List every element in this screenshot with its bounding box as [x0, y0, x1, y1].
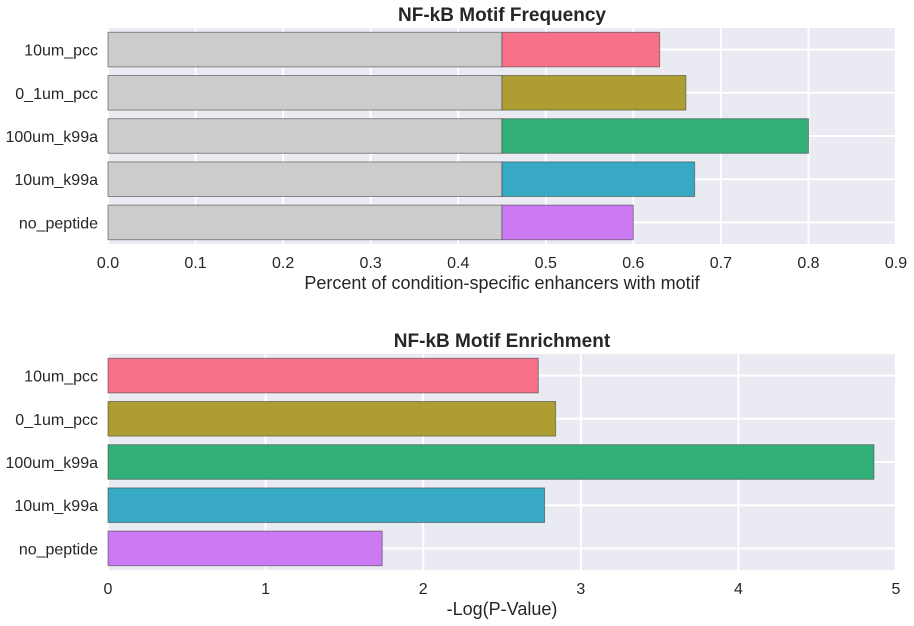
- bar-100um_k99a-segment-1: [107, 118, 503, 154]
- chart-title: NF-kB Motif Frequency: [398, 5, 606, 26]
- x-tick-label: 2: [419, 581, 428, 598]
- y-tick-label: 10um_k99a: [14, 172, 98, 189]
- chart-title: NF-kB Motif Enrichment: [394, 331, 611, 352]
- bar-100um_k99a: [107, 444, 875, 480]
- bar-no_peptide-segment-1: [107, 204, 503, 241]
- x-tick-label: 1: [261, 581, 270, 598]
- chart-1: 10um_pcc 0_1um_pcc 100um_k99a 10um_k99a no_p…: [5, 5, 907, 293]
- y-tick-label: no_peptide: [19, 215, 98, 232]
- x-tick-label: 0.4: [447, 255, 469, 272]
- bar-0_1um_pcc: [107, 401, 557, 437]
- x-tick-label: 0.1: [184, 255, 206, 272]
- x-tick-label: 3: [576, 581, 585, 598]
- bar-10um_k99a: [107, 487, 546, 523]
- bar-100um_k99a-segment-2: [501, 118, 809, 154]
- x-tick-label: 0.7: [710, 255, 732, 272]
- x-tick-label: 0.6: [622, 255, 644, 272]
- bar-10um_pcc-segment-2: [501, 31, 661, 68]
- y-tick-label: 10um_pcc: [24, 43, 98, 60]
- bar-0_1um_pcc-segment-2: [501, 75, 687, 111]
- x-tick-label: 0.2: [272, 255, 294, 272]
- y-tick-label: 100um_k99a: [5, 129, 98, 146]
- y-tick-label: 0_1um_pcc: [15, 86, 98, 103]
- bar-10um_k99a-segment-1: [107, 161, 503, 197]
- bar-10um_pcc-segment-1: [107, 31, 503, 68]
- x-tick-label: 0.0: [97, 255, 119, 272]
- y-tick-label: 10um_pcc: [24, 369, 98, 386]
- x-tick-label: 0.3: [360, 255, 382, 272]
- y-tick-label: 100um_k99a: [5, 455, 98, 472]
- x-tick-label: 0: [104, 581, 113, 598]
- chart-2: 10um_pcc 0_1um_pcc 100um_k99a 10um_k99a no_p…: [5, 331, 900, 619]
- x-axis-label: Percent of condition-specific enhancers …: [304, 273, 700, 293]
- bar-10um_pcc: [107, 357, 539, 394]
- bar-0_1um_pcc-segment-1: [107, 75, 503, 111]
- y-tick-label: no_peptide: [19, 541, 98, 558]
- x-tick-label: 0.8: [797, 255, 819, 272]
- x-tick-label: 0.5: [535, 255, 557, 272]
- x-tick-label: 0.9: [885, 255, 907, 272]
- bar-no_peptide-segment-2: [501, 204, 634, 241]
- x-tick-label: 5: [892, 581, 901, 598]
- x-axis-label: -Log(P-Value): [447, 599, 558, 619]
- y-tick-label: 10um_k99a: [14, 498, 98, 515]
- bar-10um_k99a-segment-2: [501, 161, 696, 197]
- y-tick-label: 0_1um_pcc: [15, 412, 98, 429]
- bar-no_peptide: [107, 530, 383, 567]
- x-tick-label: 4: [734, 581, 743, 598]
